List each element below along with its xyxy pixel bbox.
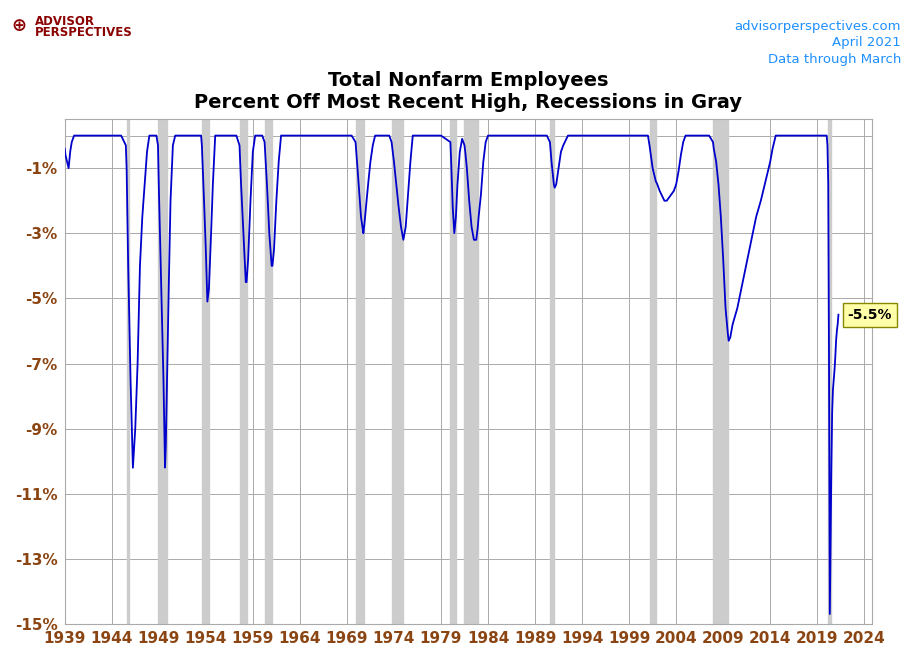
Text: advisorperspectives.com: advisorperspectives.com [734,20,901,33]
Bar [650,119,656,624]
Bar [202,119,209,624]
Text: PERSPECTIVES: PERSPECTIVES [35,26,132,40]
Title: Total Nonfarm Employees
Percent Off Most Recent High, Recessions in Gray: Total Nonfarm Employees Percent Off Most… [195,71,743,112]
Text: Data through March: Data through March [767,53,901,66]
Bar [550,119,554,624]
Bar [239,119,247,624]
Bar [158,119,167,624]
Bar [828,119,831,624]
Text: April 2021: April 2021 [832,36,901,50]
Bar [265,119,272,624]
Bar [356,119,364,624]
Bar [391,119,403,624]
Bar [450,119,456,624]
Bar [126,119,129,624]
Bar [713,119,728,624]
Text: ADVISOR: ADVISOR [35,15,95,28]
Text: -5.5%: -5.5% [847,307,892,322]
Bar [464,119,478,624]
Text: ⊕: ⊕ [11,17,26,34]
